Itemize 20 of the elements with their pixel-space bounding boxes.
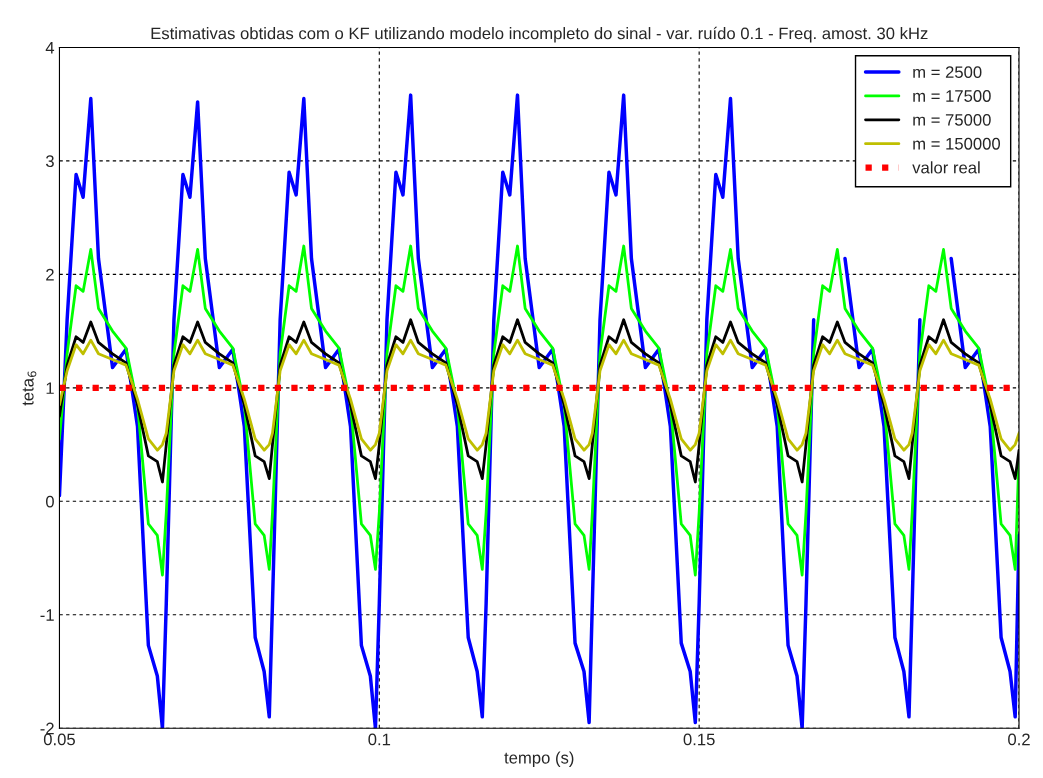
legend-label: m = 17500 [913,90,991,102]
x-tick-label: 0.1 [368,733,391,746]
x-tick-label: 0.05 [43,733,75,746]
y-tick-label: 4 [45,42,55,54]
y-axis-title: teta$_{6}$ [22,371,37,406]
legend-label: m = 2500 [913,66,982,79]
legend-label: m = 75000 [913,113,991,126]
x-tick-label: 0.15 [683,733,715,746]
x-tick-label: 0.2 [1008,733,1030,746]
y-tick-label: -2 [40,722,54,735]
line-series [59,338,1020,452]
y-tick-label: 3 [45,155,54,168]
y-tick-label: 1 [46,382,54,394]
y-tick-label: 2 [46,268,54,281]
y-tick-label: -1 [40,609,54,621]
y-tick-label: 0 [45,495,54,508]
legend-label: valor real [912,161,980,174]
legend-label: m = 150000 [913,137,1001,150]
chart-title: Estimativas obtidas com o KF utilizando modelo incompleto do sinal - var. ruído 0.1 - Freq. amost. 30 kHz [151,26,928,43]
x-axis-title: tempo (s) [504,751,574,767]
